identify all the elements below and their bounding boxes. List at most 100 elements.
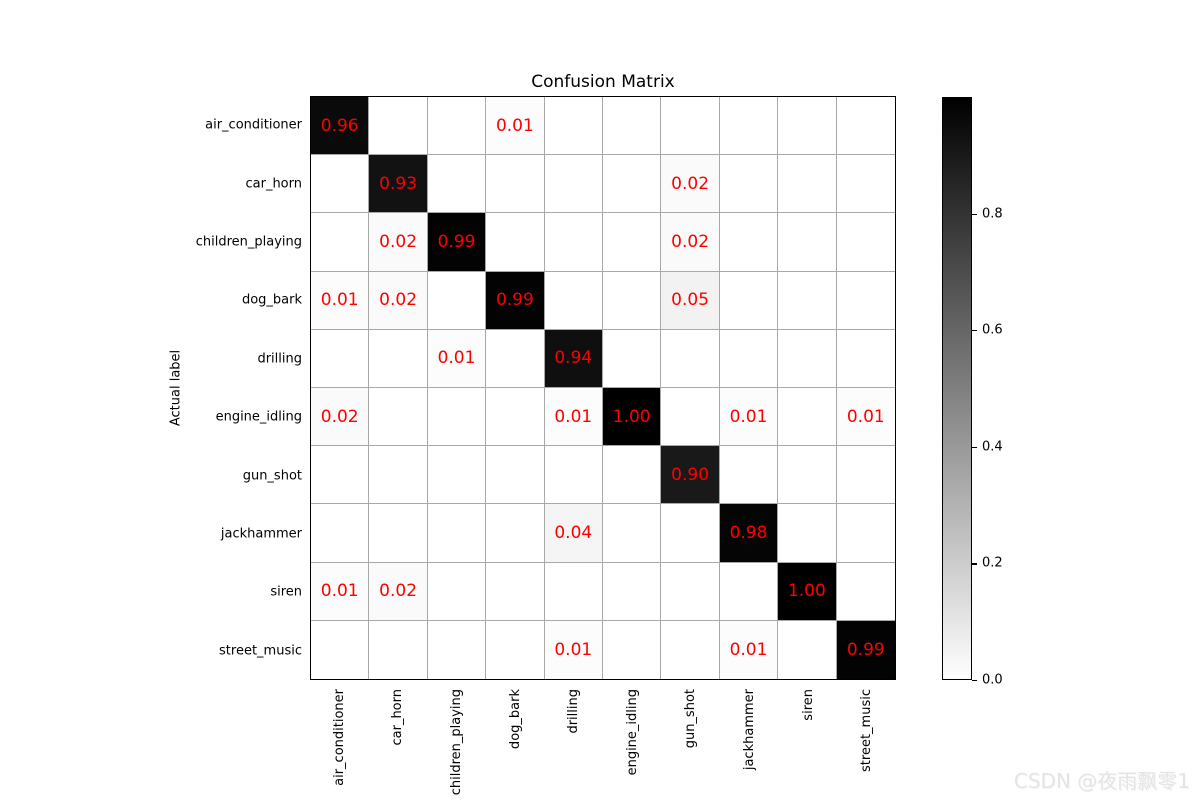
matrix-cell [427, 97, 487, 156]
matrix-cell: 1.00 [778, 562, 837, 621]
colorbar-tick-label: 0.0 [982, 672, 1003, 688]
colorbar-tick-mark [972, 330, 977, 332]
y-tick-label: siren [270, 584, 302, 600]
matrix-cell [778, 620, 837, 679]
matrix-cell [486, 213, 545, 272]
matrix-cell [603, 620, 662, 679]
colorbar-tick-mark [972, 213, 977, 215]
y-tick-label: street_music [219, 643, 302, 659]
matrix-cell [603, 504, 662, 563]
matrix-cell: 0.94 [544, 329, 603, 388]
matrix-cell [486, 155, 545, 214]
chart-title: Confusion Matrix [531, 72, 675, 92]
matrix-cell [719, 97, 779, 156]
matrix-cell [544, 562, 603, 621]
matrix-cell [603, 562, 662, 621]
matrix-cell [486, 620, 545, 679]
matrix-cell: 0.90 [661, 446, 720, 505]
watermark: CSDN @夜雨飘零1 [1013, 769, 1190, 793]
matrix-cell [311, 155, 370, 214]
matrix-cell [427, 446, 487, 505]
matrix-cell [661, 562, 720, 621]
matrix-cell [661, 97, 720, 156]
matrix-cell [486, 329, 545, 388]
matrix-cell: 0.02 [369, 213, 428, 272]
x-tick-label: car_horn [390, 689, 406, 746]
x-tick-label: dog_bark [507, 689, 523, 750]
matrix-cell [427, 155, 487, 214]
matrix-cell: 0.98 [719, 504, 779, 563]
y-tick-label: children_playing [195, 234, 302, 250]
matrix-cell: 0.93 [369, 155, 428, 214]
matrix-cell [544, 155, 603, 214]
matrix-cell [836, 155, 895, 214]
matrix-cell [778, 155, 837, 214]
matrix-cell [311, 213, 370, 272]
matrix-cell [427, 388, 487, 447]
colorbar-tick-label: 0.6 [982, 322, 1003, 338]
matrix-cell [311, 329, 370, 388]
matrix-cell [311, 446, 370, 505]
matrix-cell [603, 446, 662, 505]
matrix-cell [486, 562, 545, 621]
x-tick-label: jackhammer [742, 689, 757, 771]
matrix-cell [836, 446, 895, 505]
matrix-cell [544, 446, 603, 505]
matrix-cell: 0.01 [544, 388, 603, 447]
y-tick-label: engine_idling [215, 409, 302, 425]
matrix-cell [311, 620, 370, 679]
matrix-cell [661, 388, 720, 447]
matrix-cell [836, 271, 895, 330]
matrix-cell: 0.99 [836, 620, 895, 679]
matrix-cell [369, 329, 428, 388]
colorbar-tick-mark [972, 446, 977, 448]
matrix-cell [719, 446, 779, 505]
matrix-cell: 0.96 [311, 97, 370, 156]
matrix-cell: 0.01 [719, 620, 779, 679]
matrix-cell: 0.02 [661, 213, 720, 272]
matrix-cell [836, 97, 895, 156]
y-tick-label: air_conditioner [205, 117, 302, 133]
matrix-cell [778, 329, 837, 388]
matrix-cell [661, 620, 720, 679]
matrix-cell [836, 329, 895, 388]
matrix-cell [836, 562, 895, 621]
matrix-cell [661, 329, 720, 388]
matrix-cell [311, 504, 370, 563]
matrix-cell: 0.99 [486, 271, 545, 330]
matrix-cell: 0.02 [661, 155, 720, 214]
matrix-cell [544, 213, 603, 272]
matrix-cell [603, 329, 662, 388]
matrix-cell [778, 388, 837, 447]
matrix-cell [369, 97, 428, 156]
y-tick-label: jackhammer [220, 526, 302, 542]
y-tick-label: car_horn [245, 176, 302, 192]
colorbar [942, 97, 972, 680]
matrix-cell [486, 388, 545, 447]
matrix-cell [719, 329, 779, 388]
matrix-cell: 0.01 [544, 620, 603, 679]
matrix-cell [369, 388, 428, 447]
matrix-cell: 0.02 [369, 562, 428, 621]
matrix-cell [661, 504, 720, 563]
matrix-cell [778, 446, 837, 505]
matrix-cell [427, 504, 487, 563]
matrix-cell [369, 504, 428, 563]
colorbar-gradient [943, 98, 971, 679]
matrix-cell [603, 213, 662, 272]
matrix-cell [427, 620, 487, 679]
matrix-cell [778, 504, 837, 563]
matrix-cell [544, 97, 603, 156]
matrix-cell [778, 213, 837, 272]
matrix-cell [603, 271, 662, 330]
matrix-cell [603, 97, 662, 156]
matrix-cell [369, 620, 428, 679]
matrix-cell: 0.02 [311, 388, 370, 447]
matrix-cell: 0.05 [661, 271, 720, 330]
confusion-matrix-grid: 0.96 0.01 0.93 0.02 0.02 0.99 0.02 0.01 0.02 0.99… [310, 96, 896, 680]
x-tick-label: gun_shot [683, 689, 699, 749]
matrix-cell [778, 271, 837, 330]
x-tick-label: children_playing [449, 689, 464, 796]
y-tick-label: gun_shot [242, 468, 302, 484]
